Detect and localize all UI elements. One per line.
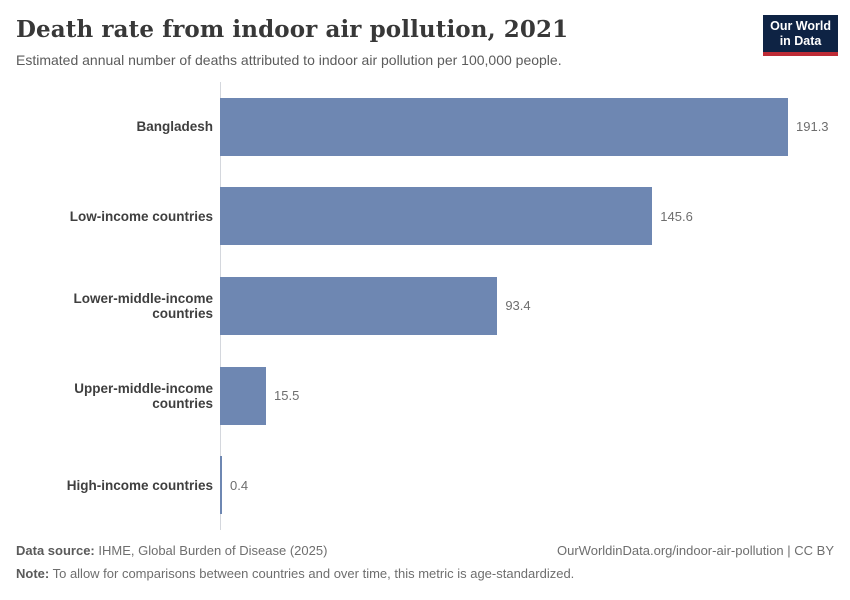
chart-note: Note: To allow for comparisons between c… [16, 566, 834, 581]
owid-url-link[interactable]: OurWorldinData.org/indoor-air-pollution … [557, 543, 834, 558]
bar[interactable] [220, 276, 498, 335]
bar-value: 145.6 [660, 208, 693, 224]
bar-track: 191.3 [220, 82, 834, 172]
note-text: To allow for comparisons between countri… [49, 566, 575, 581]
bar-track: 15.5 [220, 351, 834, 441]
bar-rows: Bangladesh 191.3 Low-income countries 145.6… [16, 82, 834, 530]
bar[interactable] [220, 366, 267, 425]
bar-track: 145.6 [220, 172, 834, 262]
owid-logo-line2: in Data [779, 33, 822, 48]
bar[interactable] [220, 456, 222, 515]
bar-label: Low-income countries [69, 208, 213, 224]
bar-row: Bangladesh 191.3 [16, 82, 834, 172]
owid-logo-line1: Our World [770, 19, 831, 33]
page-title: Death rate from indoor air pollution, 20… [16, 16, 569, 43]
bar-chart: Bangladesh 191.3 Low-income countries 145.6… [16, 82, 834, 530]
bar-track: 0.4 [220, 440, 834, 530]
bar-label: Bangladesh [136, 119, 213, 135]
owid-logo: Our World in Data [763, 15, 838, 56]
bar-value: 191.3 [796, 119, 829, 135]
data-source: Data source: IHME, Global Burden of Dise… [16, 543, 327, 558]
bar-row: Lower-middle-income countries 93.4 [16, 261, 834, 351]
chart-subtitle: Estimated annual number of deaths attrib… [16, 52, 562, 68]
bar-row: Low-income countries 145.6 [16, 172, 834, 262]
bar-label: Lower-middle-income countries [73, 290, 213, 321]
bar-value: 93.4 [505, 298, 531, 314]
bar[interactable] [220, 187, 653, 246]
bar-row: High-income countries 0.4 [16, 440, 834, 530]
bar-label: High-income countries [66, 477, 213, 493]
data-source-label: Data source: [16, 543, 95, 558]
chart-footer: Data source: IHME, Global Burden of Dise… [16, 543, 834, 581]
bar-label: Upper-middle-income countries [74, 380, 213, 411]
chart-header: Death rate from indoor air pollution, 20… [16, 15, 838, 68]
bar-row: Upper-middle-income countries 15.5 [16, 351, 834, 441]
bar-value: 15.5 [274, 388, 300, 404]
data-source-text: IHME, Global Burden of Disease (2025) [94, 543, 328, 558]
bar-value: 0.4 [230, 477, 249, 493]
bar[interactable] [220, 97, 788, 156]
bar-track: 93.4 [220, 261, 834, 351]
note-label: Note: [16, 566, 50, 581]
